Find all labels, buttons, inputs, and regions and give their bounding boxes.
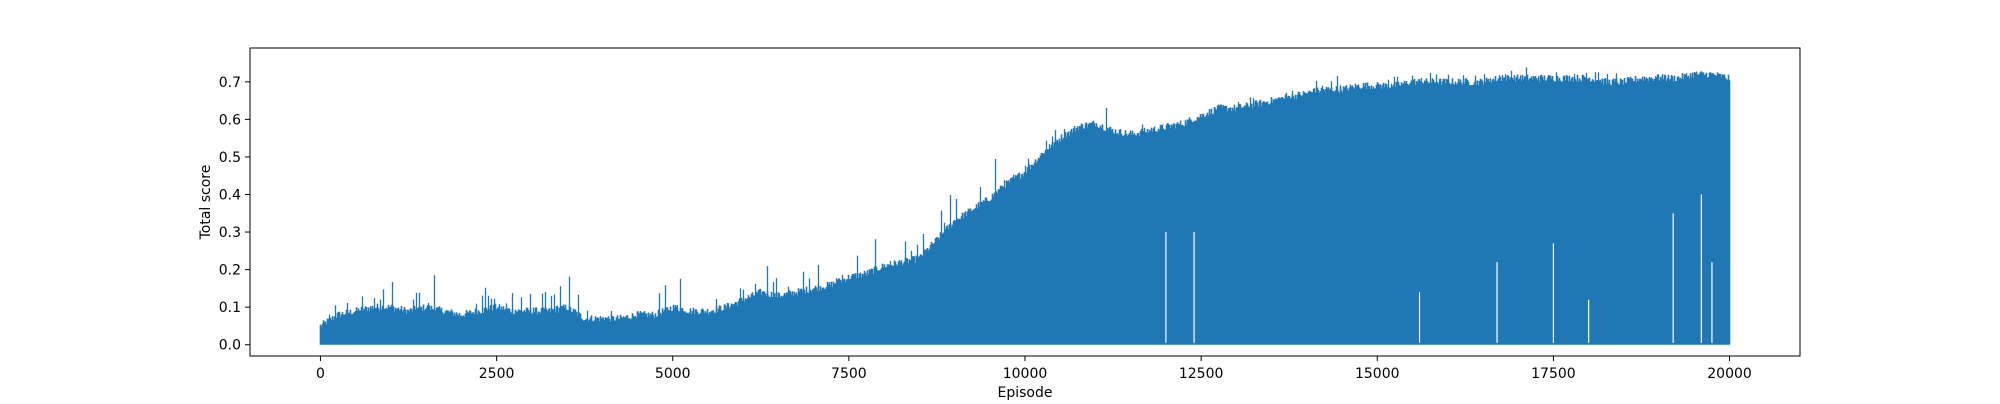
- y-tick-label: 0.1: [219, 300, 241, 316]
- y-tick-label: 0.6: [219, 112, 241, 128]
- x-tick-label: 15000: [1355, 366, 1400, 382]
- x-tick-label: 0: [316, 366, 325, 382]
- x-tick-label: 7500: [831, 366, 867, 382]
- x-axis-ticks: 0 2500 5000 7500 10000 12500 15000 17500 20000: [316, 356, 1752, 382]
- x-tick-label: 12500: [1179, 366, 1224, 382]
- y-tick-label: 0.2: [219, 263, 241, 279]
- x-axis-label: Episode: [998, 385, 1053, 400]
- series-line-body: [319, 71, 1731, 345]
- y-tick-label: 0.5: [219, 150, 241, 166]
- y-axis-label: Total score: [198, 165, 214, 241]
- y-tick-label: 0.0: [219, 338, 241, 354]
- x-tick-label: 10000: [1003, 366, 1048, 382]
- x-tick-label: 5000: [655, 366, 691, 382]
- series-layer: [319, 67, 1731, 345]
- y-axis-ticks: 0.0 0.1 0.2 0.3 0.4 0.5 0.6 0.7: [219, 75, 250, 354]
- x-tick-label: 17500: [1531, 366, 1576, 382]
- x-tick-label: 20000: [1707, 366, 1752, 382]
- series-line-spikes: [328, 67, 1723, 324]
- y-tick-label: 0.7: [219, 75, 241, 91]
- x-tick-label: 2500: [479, 366, 515, 382]
- y-tick-label: 0.3: [219, 225, 241, 241]
- y-tick-label: 0.4: [219, 187, 241, 203]
